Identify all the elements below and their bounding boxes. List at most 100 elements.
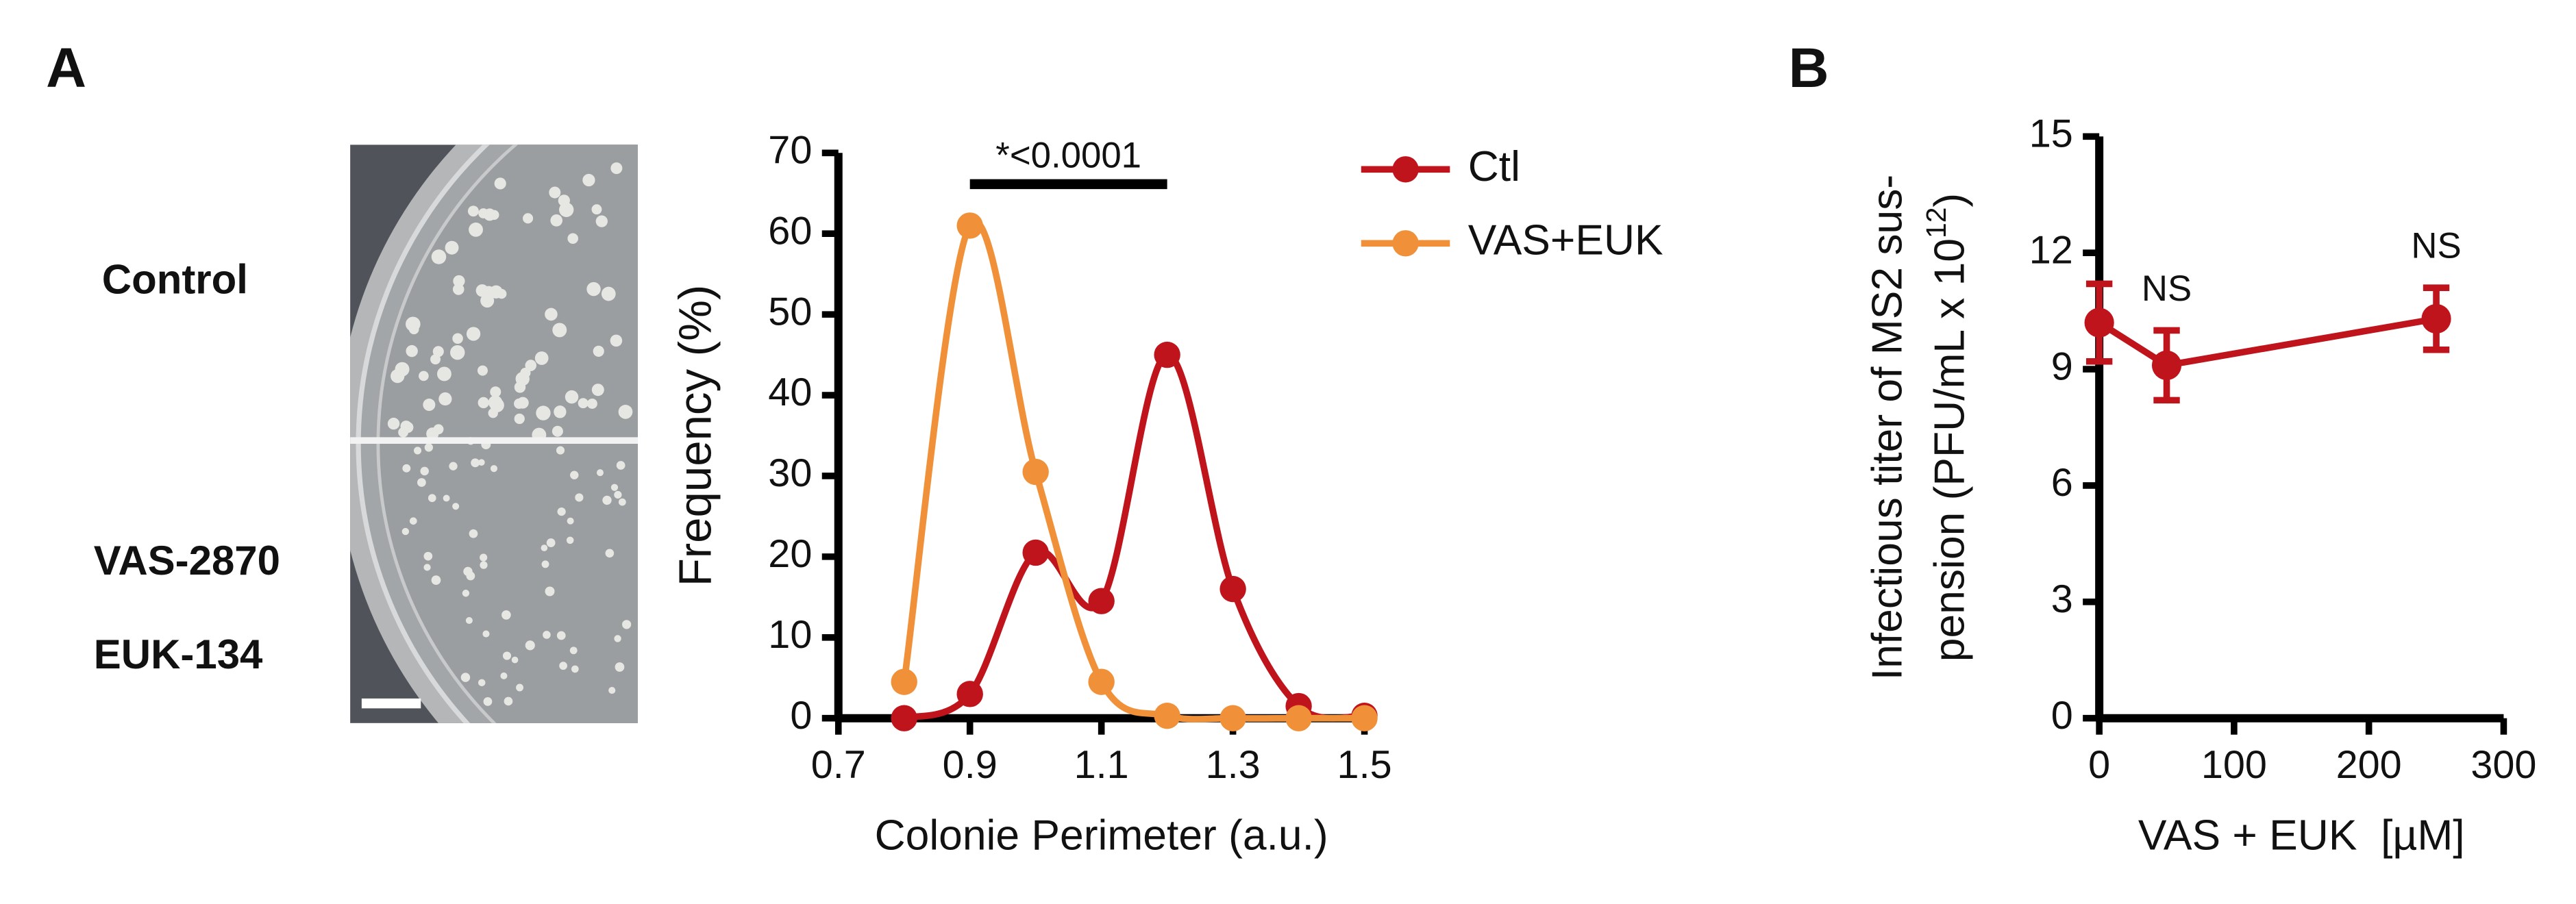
y-tick-label: 10 xyxy=(768,613,812,657)
colony xyxy=(462,590,470,597)
photo-label: EUK-134 xyxy=(94,631,263,677)
colony xyxy=(401,527,410,536)
colony xyxy=(595,215,608,227)
y-tick-label: 50 xyxy=(768,290,812,334)
colony xyxy=(480,553,488,562)
colony xyxy=(516,683,524,692)
colony xyxy=(552,323,567,338)
colony xyxy=(614,490,622,499)
legend-marker xyxy=(1392,230,1419,257)
colony xyxy=(586,398,597,409)
colony xyxy=(618,498,626,506)
colony xyxy=(488,407,498,418)
data-point xyxy=(891,668,917,695)
y-axis-label: pension (PFU/mL x 1012) xyxy=(1920,193,1974,662)
colony xyxy=(494,177,506,190)
colony xyxy=(610,334,623,347)
colony xyxy=(525,640,535,651)
y-axis-label-part: pension (PFU/mL x 10 xyxy=(1927,238,1974,662)
colony xyxy=(449,462,458,470)
x-tick-label: 0.7 xyxy=(811,743,866,787)
y-tick-label: 30 xyxy=(768,451,812,495)
colony xyxy=(406,316,421,332)
colony xyxy=(536,405,551,420)
legend-marker xyxy=(1392,156,1419,183)
colony xyxy=(504,696,513,706)
colony xyxy=(571,665,579,673)
y-tick-label: 40 xyxy=(768,371,812,414)
colony xyxy=(608,686,616,694)
colony xyxy=(480,294,495,308)
colony xyxy=(565,390,579,404)
x-tick-label: 100 xyxy=(2201,743,2267,787)
colony xyxy=(424,443,434,452)
data-point xyxy=(1154,341,1180,368)
colony xyxy=(556,446,565,455)
colony xyxy=(490,465,498,473)
colony xyxy=(469,529,478,538)
colony xyxy=(471,458,480,468)
colony xyxy=(534,351,549,365)
colony xyxy=(483,697,493,706)
data-point xyxy=(1219,705,1246,731)
colony xyxy=(432,346,444,357)
annotation: NS xyxy=(2411,225,2461,266)
colony xyxy=(453,275,465,288)
plate-photo xyxy=(350,145,639,723)
colony xyxy=(605,549,615,558)
series-line xyxy=(900,218,1365,723)
x-tick-label: 1.3 xyxy=(1206,743,1261,787)
colony xyxy=(438,392,452,406)
colony xyxy=(567,517,574,525)
data-point xyxy=(1022,458,1049,486)
colony xyxy=(545,307,558,321)
colony xyxy=(490,386,501,398)
x-axis-label: Colonie Perimeter (a.u.) xyxy=(875,812,1328,859)
colony xyxy=(387,417,400,430)
data-point xyxy=(1351,705,1378,731)
data-point xyxy=(1285,705,1312,731)
colony xyxy=(593,345,604,357)
colony xyxy=(575,493,584,502)
colony xyxy=(400,420,412,432)
series-line xyxy=(903,351,1365,722)
colony xyxy=(467,205,479,217)
colony xyxy=(514,413,525,425)
colony xyxy=(478,459,485,466)
panel-label: B xyxy=(1789,37,1829,99)
photo-label: Control xyxy=(102,257,248,303)
colony xyxy=(406,344,418,357)
colony xyxy=(480,561,488,569)
colony xyxy=(545,586,555,597)
y-tick-label: 20 xyxy=(768,532,812,576)
colony xyxy=(525,360,537,371)
annotation: NS xyxy=(2142,268,2192,309)
colony xyxy=(591,384,604,397)
data-point xyxy=(1022,539,1049,566)
x-tick-label: 0 xyxy=(2088,743,2110,787)
colony xyxy=(445,240,459,255)
colony xyxy=(586,281,601,297)
y-tick-label: 70 xyxy=(768,128,812,172)
data-point xyxy=(1154,702,1180,729)
colony xyxy=(496,288,507,299)
colony xyxy=(610,162,623,175)
y-axis-label: Infectious titer of MS2 sus- xyxy=(1864,175,1911,680)
colony xyxy=(436,366,451,381)
x-tick-label: 300 xyxy=(2470,743,2536,787)
colony xyxy=(578,398,589,409)
colony xyxy=(463,566,473,577)
colony xyxy=(409,517,417,525)
colony xyxy=(582,173,595,187)
colony xyxy=(596,469,604,477)
colony xyxy=(423,564,431,571)
photo-label: VAS-2870 xyxy=(94,538,280,583)
colony xyxy=(428,494,436,503)
colony xyxy=(413,447,422,455)
colony xyxy=(431,249,447,264)
colony xyxy=(502,651,512,660)
colony xyxy=(477,365,488,376)
y-axis-label-sup: 12 xyxy=(1920,208,1952,238)
colony xyxy=(443,494,450,502)
